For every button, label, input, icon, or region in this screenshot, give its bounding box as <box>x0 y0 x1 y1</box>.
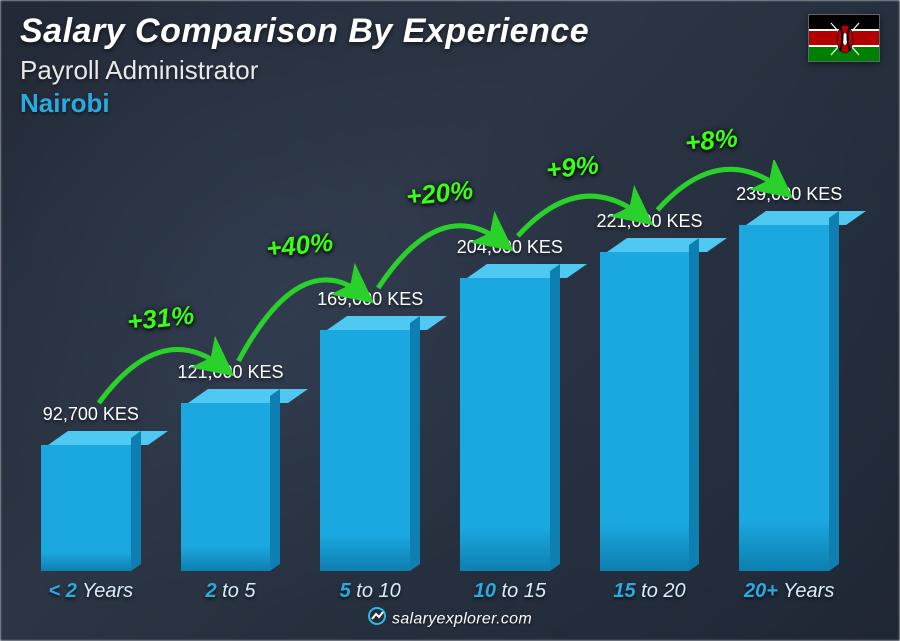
bar-chart: 92,700 KES 121,000 KES 169,000 KES 204,000 … <box>30 160 850 571</box>
bar-5: 239,000 KES <box>728 184 850 571</box>
bar-shape <box>181 389 281 571</box>
bars-container: 92,700 KES 121,000 KES 169,000 KES 204,000 … <box>30 160 850 571</box>
bar-0: 92,700 KES <box>30 404 152 571</box>
header: Salary Comparison By Experience Payroll … <box>20 12 880 119</box>
page-location: Nairobi <box>20 88 880 119</box>
x-label-0: < 2 Years <box>30 580 152 603</box>
bar-3: 204,000 KES <box>449 237 571 571</box>
kenya-flag-icon <box>808 14 880 62</box>
x-label-4: 15 to 20 <box>589 580 711 603</box>
x-axis: < 2 Years 2 to 5 5 to 10 10 to 15 15 to 20 20… <box>30 580 850 603</box>
infographic-stage: Salary Comparison By Experience Payroll … <box>0 0 900 641</box>
logo-icon <box>368 607 386 630</box>
bar-shape <box>320 316 420 571</box>
bar-shape <box>600 238 700 571</box>
increase-label-4: +8% <box>684 122 740 158</box>
x-label-2: 5 to 10 <box>309 580 431 603</box>
bar-value-label: 92,700 KES <box>43 404 139 425</box>
increase-label-3: +9% <box>544 149 600 185</box>
bar-value-label: 169,000 KES <box>317 289 423 310</box>
bar-1: 121,000 KES <box>170 362 292 571</box>
bar-value-label: 239,000 KES <box>736 184 842 205</box>
page-subtitle: Payroll Administrator <box>20 55 880 86</box>
bar-shape <box>739 211 839 571</box>
bar-shape <box>460 264 560 571</box>
bar-shape <box>41 431 141 571</box>
footer-text: salaryexplorer.com <box>392 611 532 628</box>
x-label-5: 20+ Years <box>728 580 850 603</box>
bar-value-label: 221,000 KES <box>596 211 702 232</box>
bar-value-label: 204,000 KES <box>457 237 563 258</box>
page-title: Salary Comparison By Experience <box>20 12 880 51</box>
bar-4: 221,000 KES <box>589 211 711 571</box>
bar-value-label: 121,000 KES <box>177 362 283 383</box>
x-label-1: 2 to 5 <box>170 580 292 603</box>
footer: salaryexplorer.com <box>0 608 900 631</box>
bar-2: 169,000 KES <box>309 289 431 571</box>
x-label-3: 10 to 15 <box>449 580 571 603</box>
